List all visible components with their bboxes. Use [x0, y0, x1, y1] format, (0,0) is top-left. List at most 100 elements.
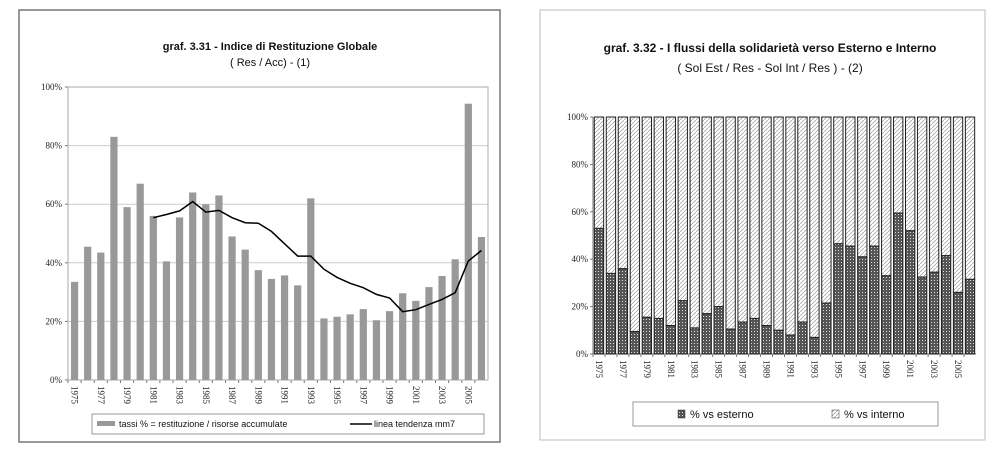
bar-interno-1982: [677, 116, 688, 302]
bar-2006: [477, 237, 486, 380]
x-tick-label: 1983: [175, 386, 185, 405]
x-tick-label: 1993: [306, 386, 316, 405]
x-tick-label: 1985: [201, 386, 211, 405]
bar-1995: [333, 316, 341, 380]
bar-esterno-1977: [617, 268, 629, 355]
bar-interno-2004: [940, 116, 952, 257]
x-tick-label: 2001: [905, 360, 915, 378]
bar-interno-1985: [713, 116, 724, 308]
legend-bar-swatch: [97, 421, 115, 426]
bar-interno-1993: [809, 116, 820, 338]
x-tick-label: 1991: [785, 360, 795, 378]
bar-interno-1991: [785, 116, 796, 336]
bar-esterno-1985: [713, 306, 724, 355]
x-tick-label: 2003: [929, 360, 939, 379]
bar-esterno-1992: [797, 321, 808, 355]
bar-interno-1989: [761, 116, 772, 327]
bar-interno-1996: [845, 116, 856, 247]
bar-2001: [412, 300, 420, 380]
x-tick-label: 1993: [809, 360, 819, 379]
bar-interno-1976: [605, 116, 617, 274]
bar-1992: [294, 285, 302, 380]
y-tick-label: 40%: [46, 258, 63, 268]
y-tick-label: 20%: [572, 302, 589, 312]
bar-interno-1986: [725, 116, 736, 330]
bar-esterno-1988: [749, 317, 760, 355]
bar-esterno-1982: [677, 300, 688, 355]
x-tick-label: 1979: [642, 360, 652, 379]
bar-esterno-2004: [940, 255, 952, 355]
bar-interno-1990: [773, 116, 784, 331]
bar-esterno-1990: [773, 329, 784, 355]
bar-interno-1979: [641, 116, 653, 318]
bar-esterno-1995: [833, 243, 844, 355]
bar-interno-1984: [701, 116, 712, 315]
bar-1980: [136, 183, 144, 380]
y-tick-label: 20%: [46, 316, 63, 326]
bar-1990: [267, 278, 276, 380]
chart2-subtitle: ( Sol Est / Res - Sol Int / Res ) - (2): [677, 61, 862, 75]
bar-1991: [280, 275, 289, 380]
bar-2004: [451, 259, 459, 380]
bar-interno-2005: [952, 116, 964, 293]
bar-1979: [123, 207, 131, 380]
bar-interno-1999: [881, 116, 892, 277]
bar-1999: [385, 311, 394, 380]
bar-1976: [84, 246, 92, 380]
bar-esterno-1993: [809, 336, 820, 355]
x-tick-label: 1995: [833, 360, 843, 379]
bar-interno-1975: [593, 116, 605, 229]
bar-interno-1983: [689, 116, 700, 329]
bar-esterno-1998: [869, 245, 880, 355]
x-tick-label: 1989: [762, 360, 772, 379]
y-tick-label: 0%: [576, 349, 589, 359]
bar-esterno-1983: [689, 327, 700, 355]
y-tick-label: 100%: [567, 112, 589, 122]
x-tick-label: 1997: [358, 386, 368, 405]
legend-interno-swatch: [831, 409, 840, 419]
x-tick-label: 1977: [618, 360, 628, 379]
bar-esterno-2000: [893, 212, 904, 355]
x-tick-label: 2003: [437, 386, 447, 405]
bar-1989: [254, 270, 262, 380]
bar-1987: [228, 236, 236, 380]
y-tick-label: 0%: [50, 375, 63, 385]
bar-esterno-1991: [785, 334, 796, 355]
bar-1975: [70, 281, 79, 380]
legend-interno-label: % vs interno: [844, 409, 905, 421]
bar-1998: [372, 320, 381, 380]
bar-esterno-1984: [701, 313, 712, 355]
y-tick-label: 100%: [41, 82, 63, 92]
bar-esterno-2002: [916, 276, 928, 355]
bar-esterno-2005: [952, 291, 964, 355]
bar-esterno-1987: [737, 321, 748, 355]
bar-1988: [241, 249, 249, 380]
bar-esterno-1997: [857, 256, 868, 355]
legend-bar-label: tassi % = restituzione / risorse accumul…: [119, 419, 287, 429]
x-tick-label: 1999: [385, 386, 395, 405]
x-tick-label: 1981: [148, 386, 158, 404]
x-tick-label: 1987: [738, 360, 748, 379]
legend-esterno-swatch: [677, 409, 686, 419]
legend-line-label: linea tendenza mm7: [374, 419, 455, 429]
bar-1993: [307, 198, 315, 380]
chart1-title: graf. 3.31 - Indice di Restituzione Glob…: [163, 41, 378, 53]
chart1-legend: [91, 413, 485, 435]
x-tick-label: 1987: [227, 386, 237, 405]
y-tick-label: 80%: [46, 141, 63, 151]
bar-esterno-1976: [605, 272, 617, 355]
bar-1984: [189, 192, 197, 380]
y-tick-label: 80%: [572, 159, 589, 169]
x-tick-label: 2005: [463, 386, 473, 405]
bar-interno-1997: [857, 116, 868, 258]
x-tick-label: 1975: [594, 360, 604, 379]
bar-esterno-1996: [845, 245, 856, 355]
bar-esterno-2006: [964, 278, 976, 355]
bar-1986: [215, 195, 223, 380]
x-tick-label: 1983: [690, 360, 700, 379]
bar-interno-1994: [821, 116, 832, 304]
bar-interno-2006: [964, 116, 976, 280]
bar-1983: [175, 217, 184, 380]
bar-1982: [162, 261, 171, 380]
